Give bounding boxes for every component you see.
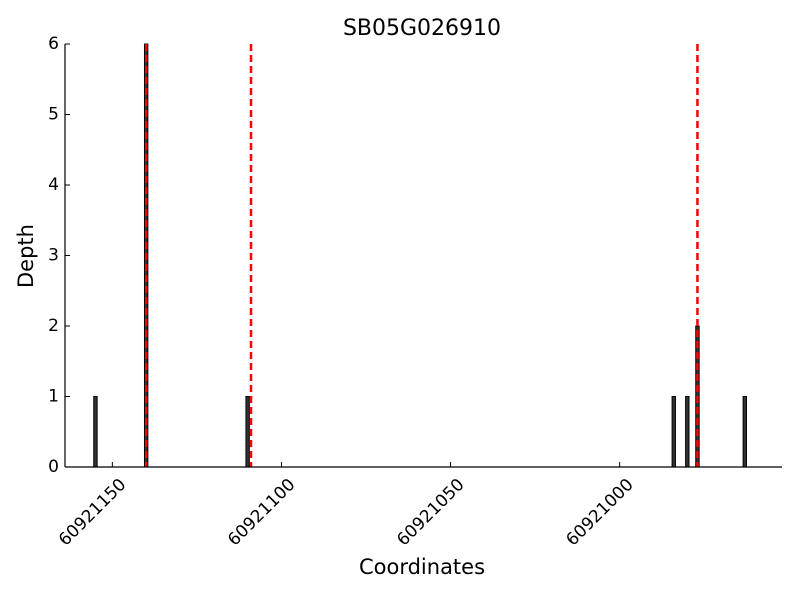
bar bbox=[245, 396, 250, 468]
bar bbox=[742, 396, 747, 468]
bar bbox=[685, 396, 690, 468]
y-tick-label: 0 bbox=[48, 457, 59, 477]
y-tick-label: 2 bbox=[48, 316, 59, 336]
x-axis-label: Coordinates bbox=[359, 555, 485, 579]
x-tick-label: 60921000 bbox=[562, 475, 637, 550]
y-tick-label: 5 bbox=[48, 105, 59, 125]
y-tick-label: 6 bbox=[48, 34, 59, 54]
y-tick-label: 4 bbox=[48, 175, 59, 195]
bar bbox=[671, 396, 676, 468]
y-axis-label: Depth bbox=[14, 224, 38, 288]
chart-title: SB05G026910 bbox=[343, 16, 501, 41]
x-tick-label: 60921100 bbox=[224, 475, 299, 550]
y-tick-label: 1 bbox=[48, 387, 59, 407]
bar bbox=[93, 396, 98, 468]
x-tick-label: 60921150 bbox=[55, 475, 130, 550]
x-tick-label: 60921050 bbox=[393, 475, 468, 550]
y-tick-label: 3 bbox=[48, 246, 59, 266]
